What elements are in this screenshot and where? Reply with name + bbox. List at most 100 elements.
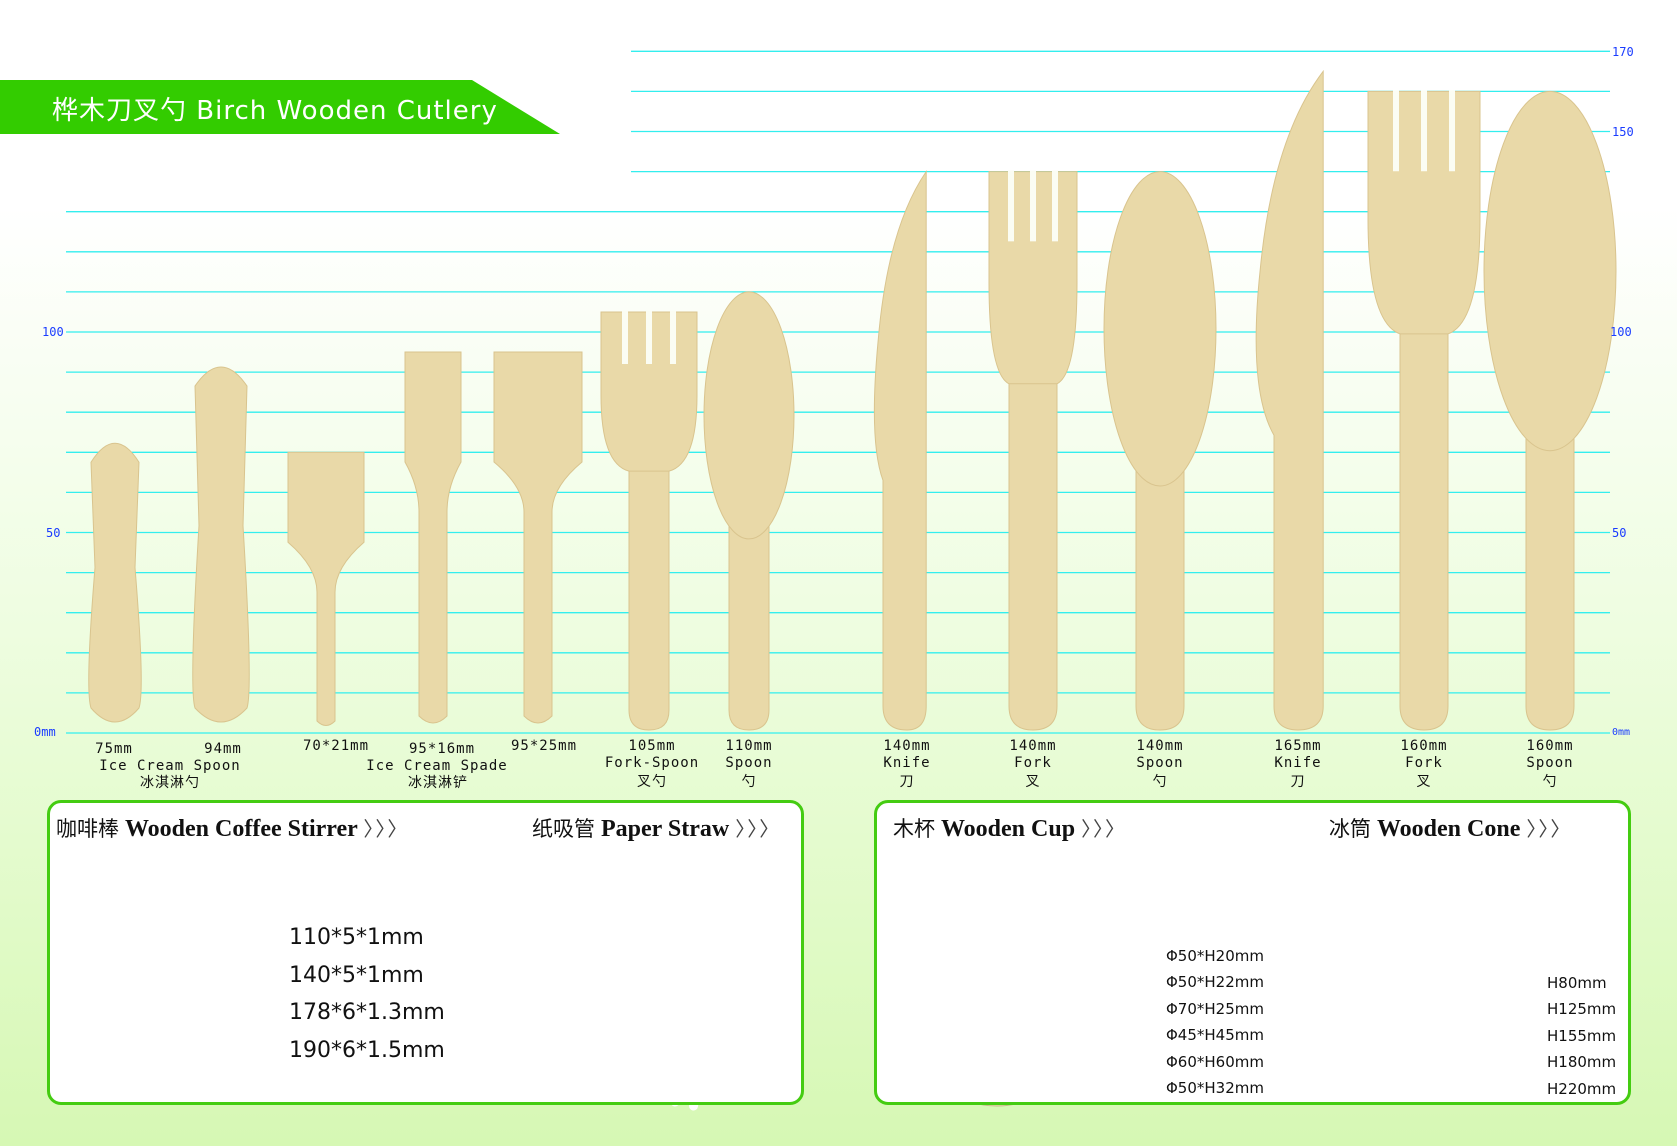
stirrer-title: 咖啡棒 Wooden Coffee Stirrer 〉〉〉: [56, 813, 409, 843]
name-label: Fork: [1405, 755, 1443, 771]
cup-size: Φ45*H45mm: [1166, 1026, 1264, 1045]
cup-size: Φ50*H20mm: [1166, 947, 1264, 965]
cup-cn: 木杯: [893, 817, 935, 841]
cutlery-fork-105: [600, 310, 698, 731]
straw-cn: 纸吸管: [532, 817, 595, 841]
size-label: 140mm: [1136, 738, 1184, 754]
cone-size: H80mm: [1547, 974, 1607, 992]
cone-size: H125mm: [1547, 1000, 1617, 1019]
cup-size: Φ50*H32mm: [1166, 1079, 1264, 1098]
section-banner: 桦木刀叉勺 Birch Wooden Cutlery: [0, 80, 560, 134]
chevrons-icon: 〉〉〉: [735, 819, 782, 841]
name-label: Fork-Spoon: [604, 755, 700, 771]
stirrer-sizes: 110*5*1mm 140*5*1mm 178*6*1.3mm 190*6*1.…: [289, 919, 445, 1069]
stirrer-size: 110*5*1mm: [289, 925, 424, 950]
axis-tick-left-100: 100: [42, 325, 64, 339]
stirrer-size: 190*6*1.5mm: [289, 1037, 445, 1063]
axis-tick-right-170: 170: [1612, 45, 1634, 59]
cutlery-icecream-94: [192, 366, 250, 723]
cutlery-spoon-160: [1483, 90, 1617, 731]
cn-label: 刀: [899, 774, 915, 790]
name-label: Spoon: [725, 755, 773, 771]
cup-sizes: Φ50*H20mm Φ50*H22mm Φ70*H25mm Φ45*H45mm …: [1166, 943, 1264, 1101]
cutlery-spoon-110: [703, 291, 795, 731]
fork-tine-gap: [1008, 170, 1014, 242]
stirrer-straw-panel: 咖啡棒 Wooden Coffee Stirrer 〉〉〉 纸吸管 Paper …: [47, 800, 804, 1105]
fork-tine-gap: [1421, 90, 1427, 172]
size-label: 160mm: [1400, 738, 1448, 754]
cone-title: 冰筒 Wooden Cone 〉〉〉: [1329, 813, 1572, 843]
size-label: 110mm: [725, 738, 773, 754]
fork-tine-gap: [1449, 90, 1455, 172]
cutlery-fork-160: [1367, 90, 1481, 731]
cutlery-spoon-140: [1103, 171, 1217, 731]
cn-label: 刀: [1290, 774, 1306, 790]
straw-title: 纸吸管 Paper Straw 〉〉〉: [532, 813, 781, 843]
fork-tine-gap: [622, 310, 628, 365]
group-name-label: Ice Cream Spade: [366, 758, 508, 774]
cn-label: 勺: [1152, 774, 1168, 790]
cn-label: 叉: [1416, 774, 1432, 790]
fork-tine-gap: [1052, 170, 1058, 242]
cutlery-spade-small-70: [287, 451, 365, 726]
cone-cn: 冰筒: [1329, 817, 1371, 841]
size-label: 94mm: [204, 741, 242, 757]
cutlery-spade-wide-95: [493, 351, 583, 724]
axis-tick-right-50: 50: [1612, 526, 1627, 540]
size-label: 165mm: [1274, 738, 1322, 754]
cone-size: H180mm: [1547, 1053, 1617, 1072]
name-label: Fork: [1014, 755, 1052, 771]
stirrer-size: 140*5*1mm: [289, 962, 424, 988]
cn-label: 勺: [741, 774, 757, 790]
cutlery-knife-165: [1255, 69, 1324, 731]
banner-title: 桦木刀叉勺 Birch Wooden Cutlery: [52, 96, 498, 126]
stirrer-size: 178*6*1.3mm: [289, 1000, 445, 1025]
size-label: 160mm: [1526, 738, 1574, 754]
group-cn-label: 冰淇淋铲: [408, 775, 468, 791]
cn-label: 叉: [1025, 774, 1041, 790]
cone-size: H220mm: [1547, 1079, 1617, 1098]
chevrons-icon: 〉〉〉: [1526, 819, 1573, 841]
cutlery-knife-140: [873, 169, 927, 731]
group-name-label: Ice Cream Spoon: [99, 758, 241, 774]
cup-en: Wooden Cup: [941, 816, 1076, 842]
cup-title: 木杯 Wooden Cup 〉〉〉: [893, 813, 1127, 843]
cone-size: H155mm: [1547, 1026, 1617, 1045]
size-label: 95*16mm: [408, 741, 476, 757]
axis-tick-left-0: 0mm: [34, 725, 56, 739]
name-label: Spoon: [1526, 755, 1574, 771]
size-label: 75mm: [95, 741, 133, 757]
axis-tick-right-0: 0mm: [1612, 727, 1631, 738]
fork-tine-gap: [1030, 170, 1036, 242]
stirrer-cn: 咖啡棒: [56, 817, 119, 841]
size-label: 95*25mm: [510, 738, 578, 754]
axis-tick-right-150: 150: [1612, 125, 1634, 139]
fork-tine-gap: [1393, 90, 1399, 172]
cup-size: Φ60*H60mm: [1166, 1052, 1264, 1071]
cutlery-icecream-75: [88, 442, 142, 723]
group-cn-label: 冰淇淋勺: [140, 775, 200, 791]
cone-en: Wooden Cone: [1377, 816, 1521, 842]
fork-tine-gap: [646, 310, 652, 365]
axis-tick-right-100: 100: [1610, 325, 1632, 339]
cone-sizes: H80mm H125mm H155mm H180mm H220mm: [1547, 970, 1616, 1102]
size-label: 70*21mm: [302, 738, 370, 754]
chevrons-icon: 〉〉〉: [363, 819, 410, 841]
cn-label: 叉勺: [637, 774, 667, 790]
cutlery-fork-140: [988, 170, 1078, 731]
chevrons-icon: 〉〉〉: [1081, 819, 1128, 841]
name-label: Spoon: [1136, 755, 1184, 771]
cutlery-spade-95: [404, 351, 462, 724]
name-label: Knife: [883, 755, 931, 771]
name-label: Knife: [1274, 755, 1322, 771]
cup-size: Φ70*H25mm: [1166, 999, 1264, 1018]
size-label: 140mm: [1009, 738, 1057, 754]
stirrer-en: Wooden Coffee Stirrer: [125, 816, 358, 842]
axis-tick-left-50: 50: [46, 526, 61, 540]
straw-en: Paper Straw: [601, 816, 730, 842]
size-label: 140mm: [883, 738, 931, 754]
size-label: 105mm: [628, 738, 676, 754]
cup-cone-panel: 木杯 Wooden Cup 〉〉〉 冰筒 Wooden Cone 〉〉〉 Φ50…: [874, 800, 1631, 1105]
fork-tine-gap: [670, 310, 676, 365]
cup-size: Φ50*H22mm: [1166, 973, 1264, 992]
